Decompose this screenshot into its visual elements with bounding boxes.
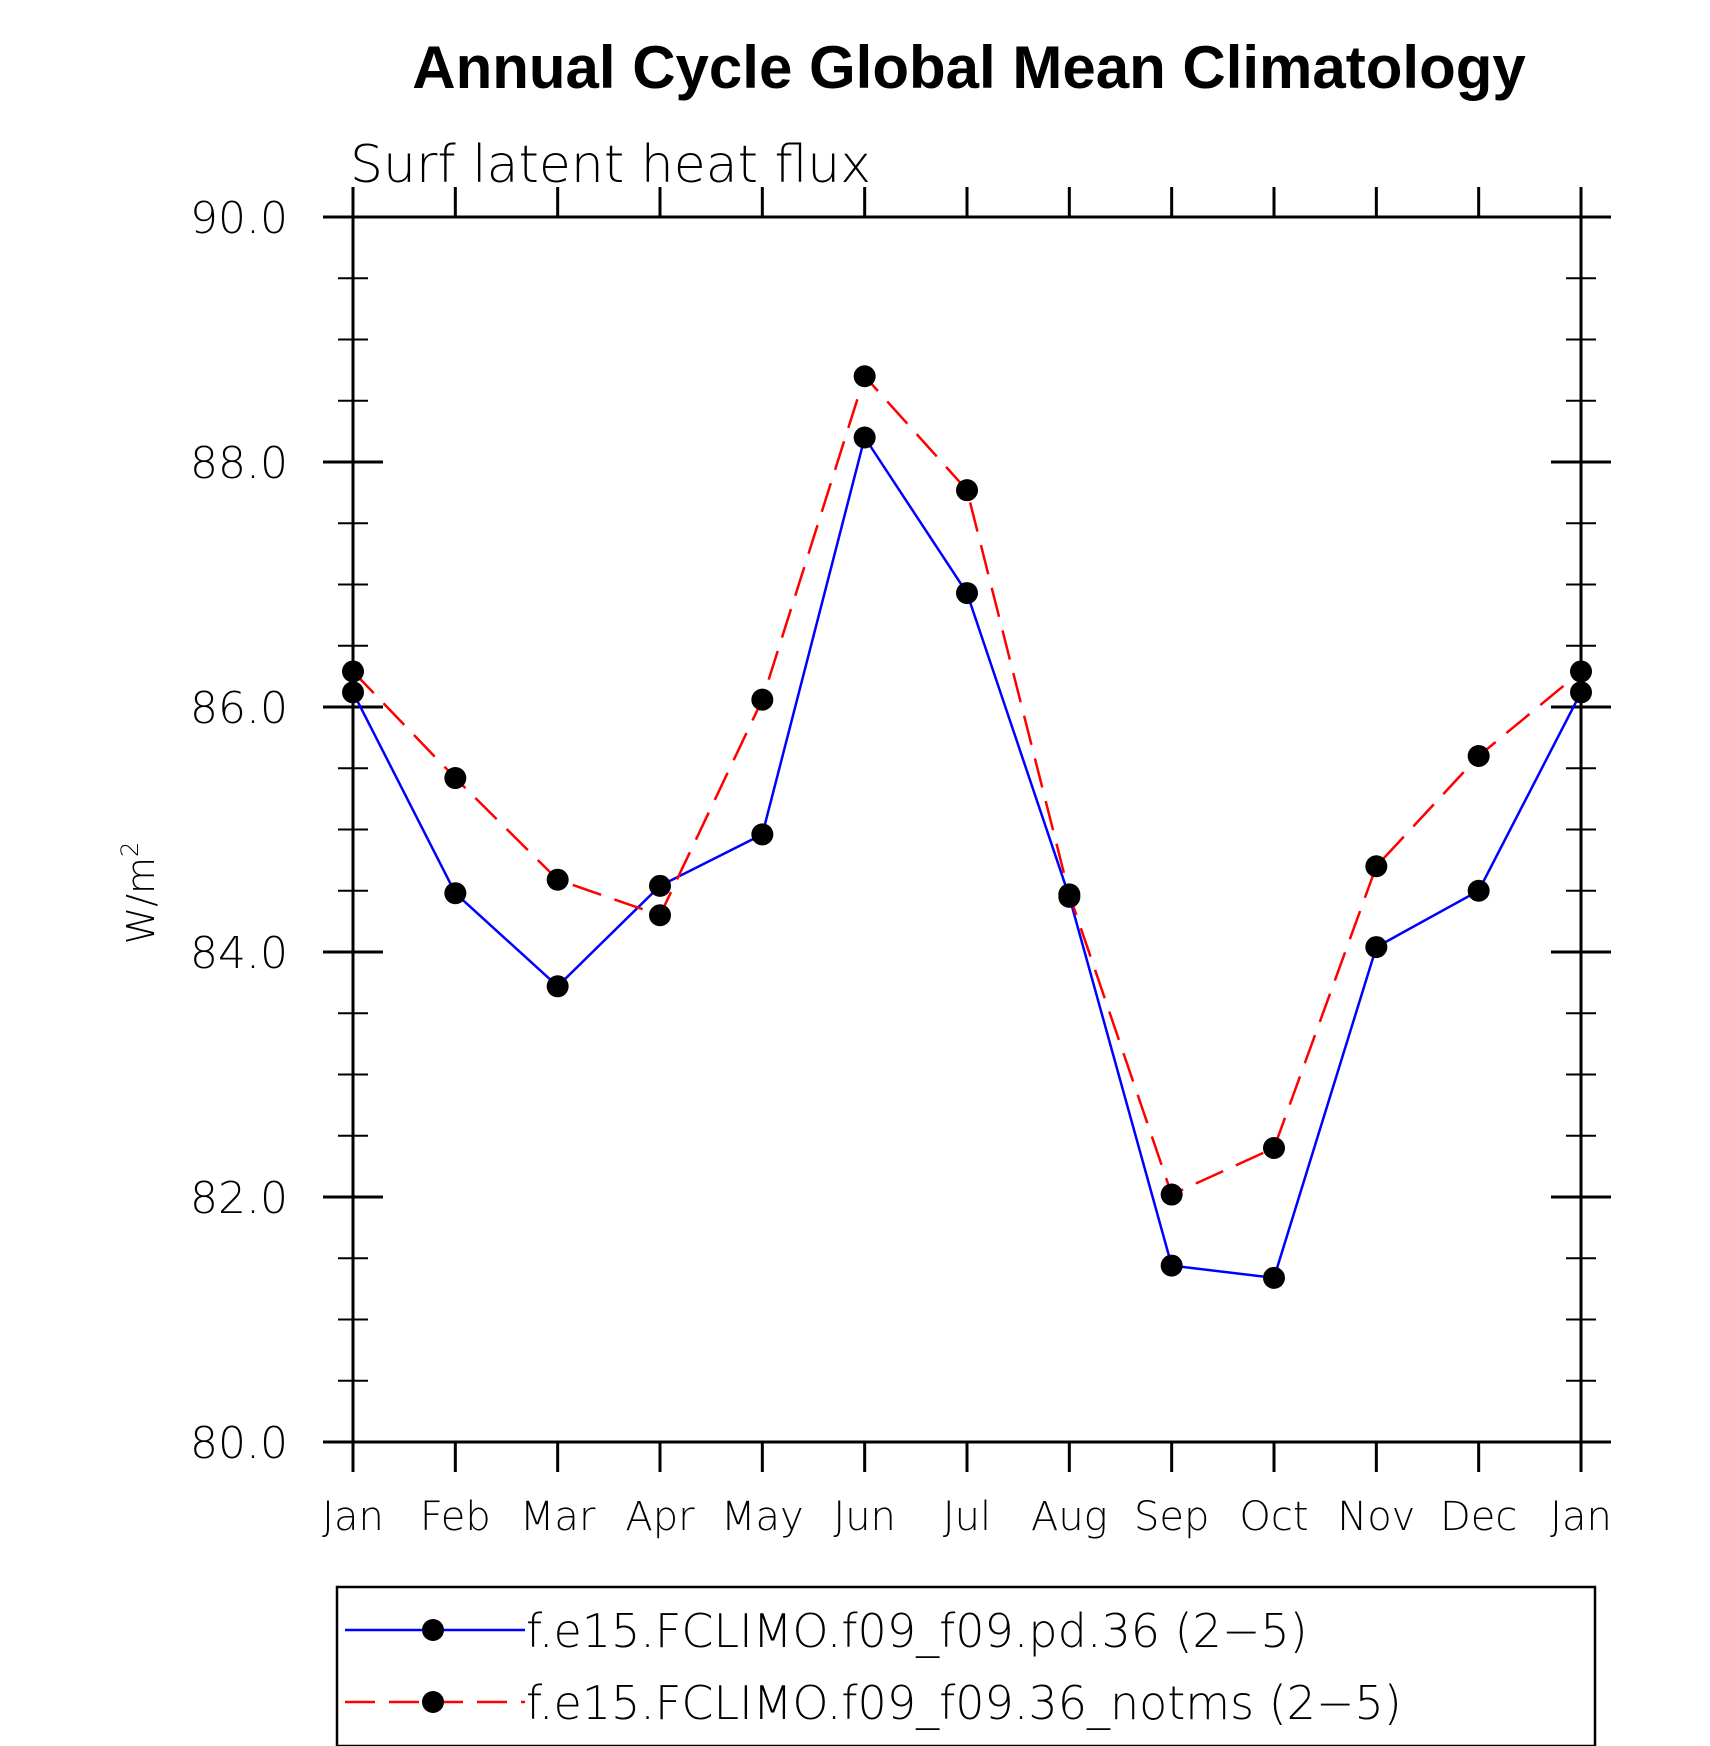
y-tick-label: 86.0 — [190, 683, 288, 734]
legend-box — [335, 1585, 1597, 1746]
data-point — [1263, 1266, 1285, 1289]
data-point — [1058, 883, 1081, 906]
data-point — [956, 582, 978, 605]
y-tick-label: 84.0 — [190, 928, 288, 979]
y-axis-label-base: W/m — [119, 857, 163, 944]
data-point — [1263, 1137, 1285, 1159]
x-tick-label: Dec — [1440, 1494, 1517, 1540]
legend-items: f.e15.FCLIMO.f09_f09.pd.36 (2−5) f.e15.FC… — [345, 1604, 1402, 1730]
y-axis-label-superscript: 2 — [116, 842, 144, 857]
x-tick-label: Sep — [1134, 1494, 1209, 1540]
x-tick-label: Aug — [1031, 1494, 1108, 1540]
x-tick-label: Jan — [322, 1494, 384, 1540]
data-point — [546, 975, 569, 998]
data-point — [956, 479, 978, 502]
legend-marker — [422, 1691, 444, 1713]
legend-marker — [422, 1619, 444, 1641]
series-layer — [342, 365, 1592, 1289]
x-tick-label: Apr — [625, 1494, 695, 1540]
chart-subtitle: Surf latent heat flux — [350, 135, 871, 195]
data-point — [444, 882, 467, 905]
plot-frame — [351, 215, 1583, 1444]
data-point — [1467, 745, 1490, 767]
y-axis-label: W/m2 — [116, 842, 163, 945]
data-point — [751, 823, 774, 846]
legend-label: f.e15.FCLIMO.f09_f09.36_notms (2−5) — [526, 1676, 1402, 1730]
legend-label: f.e15.FCLIMO.f09_f09.pd.36 (2−5) — [526, 1604, 1308, 1658]
x-tick-label: Jan — [1550, 1494, 1612, 1540]
data-point — [853, 426, 876, 449]
x-tick-labels: Jan Feb Mar Apr May Jun Jul Aug Sep Oct Nov Dec Jan — [322, 1494, 1612, 1540]
x-tick-label: Mar — [520, 1494, 596, 1540]
x-tick-label: Feb — [420, 1494, 491, 1540]
y-tick-label: 88.0 — [190, 438, 288, 489]
x-tick-label: Oct — [1239, 1494, 1308, 1540]
data-point — [1160, 1183, 1183, 1206]
data-point — [1365, 936, 1388, 959]
x-tick-label: May — [721, 1494, 804, 1540]
axis-ticks — [323, 187, 1611, 1472]
data-point — [751, 688, 774, 711]
legend: f.e15.FCLIMO.f09_f09.pd.36 (2−5) f.e15.FC… — [335, 1585, 1597, 1746]
data-point — [649, 904, 671, 927]
svg-text:W/m2: W/m2 — [116, 842, 163, 945]
x-tick-label: Jun — [833, 1494, 896, 1540]
series-line — [351, 434, 1583, 1280]
y-tick-labels: 80.0 82.0 84.0 86.0 88.0 90.0 — [190, 193, 288, 1469]
x-tick-label: Jul — [943, 1494, 991, 1540]
data-point — [1160, 1254, 1183, 1277]
chart-title: Annual Cycle Global Mean Climatology — [412, 34, 1526, 101]
y-tick-label: 80.0 — [190, 1418, 288, 1469]
data-point — [1365, 855, 1388, 878]
y-tick-label: 82.0 — [190, 1173, 288, 1224]
data-point — [546, 868, 569, 891]
y-tick-label: 90.0 — [190, 193, 288, 244]
data-point — [1467, 879, 1490, 902]
x-tick-label: Nov — [1337, 1494, 1415, 1540]
data-point — [649, 874, 671, 897]
data-point — [444, 767, 467, 790]
data-point — [853, 365, 876, 388]
